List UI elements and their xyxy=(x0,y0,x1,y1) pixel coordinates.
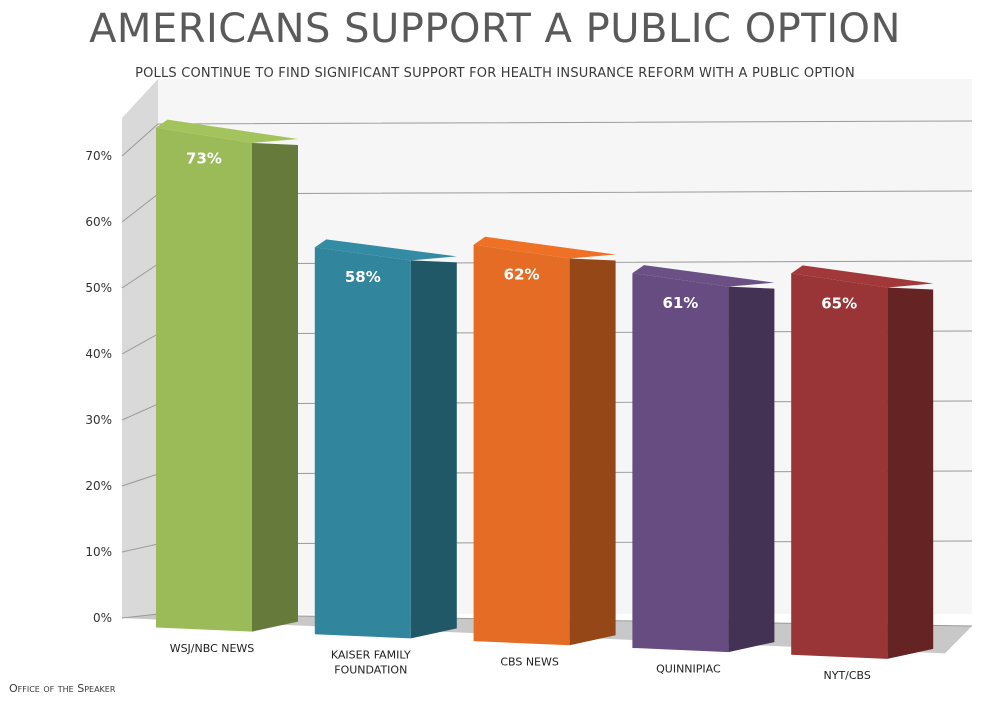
category-labels: WSJ/NBC NEWS KAISER FAMILY FOUNDATION CBS N… xyxy=(170,642,871,682)
bar xyxy=(314,247,411,639)
category-label-line: KAISER FAMILY xyxy=(331,649,411,662)
category-label-line: WSJ/NBC NEWS xyxy=(170,642,255,655)
bar-top xyxy=(632,265,775,287)
bars xyxy=(156,119,934,659)
bar xyxy=(791,273,888,659)
data-label: 61% xyxy=(662,294,698,312)
category-label-line: QUINNIPIAC xyxy=(656,662,721,675)
chart-subtitle: POLLS CONTINUE TO FIND SIGNIFICANT SUPPO… xyxy=(135,66,855,81)
category-label-line: FOUNDATION xyxy=(334,664,407,677)
category-label-line: CBS NEWS xyxy=(500,656,559,669)
data-label: 73% xyxy=(186,149,222,167)
y-tick-label: 40% xyxy=(85,347,112,361)
category-label: WSJ/NBC NEWS xyxy=(170,642,255,655)
category-label: NYT/CBS xyxy=(824,669,871,682)
side-wall xyxy=(122,79,158,618)
bar-side xyxy=(252,142,298,632)
data-label: 62% xyxy=(504,266,540,284)
chart-title: AMERICANS SUPPORT A PUBLIC OPTION xyxy=(89,6,901,52)
data-labels: 73% 58% 62% 61% 65% xyxy=(186,149,857,312)
bar xyxy=(473,244,570,646)
y-tick-label: 30% xyxy=(85,413,112,427)
y-tick-label: 0% xyxy=(93,611,112,625)
bar xyxy=(632,273,729,653)
category-label: KAISER FAMILY FOUNDATION xyxy=(331,649,411,677)
data-label: 65% xyxy=(821,294,857,312)
bar-side xyxy=(887,287,934,659)
bar-top xyxy=(314,239,457,261)
bar-top xyxy=(156,119,298,143)
bar xyxy=(156,127,252,632)
bar-top xyxy=(791,265,934,288)
y-tick-label: 50% xyxy=(85,281,112,295)
y-tick-label: 10% xyxy=(85,545,112,559)
bar-side xyxy=(728,286,775,653)
category-label: CBS NEWS xyxy=(500,656,559,669)
category-label: QUINNIPIAC xyxy=(656,662,721,675)
bar-side xyxy=(569,258,616,646)
bar-side xyxy=(410,260,457,639)
footer-source: Office of the Speaker xyxy=(9,682,116,695)
gridline xyxy=(121,120,973,157)
y-axis-ticks: 0% 10% 20% 30% 40% 50% 60% 70% xyxy=(85,149,112,625)
bar-top xyxy=(473,236,616,259)
data-label: 58% xyxy=(345,268,381,286)
y-tick-label: 60% xyxy=(85,215,112,229)
y-tick-label: 20% xyxy=(85,479,112,493)
category-label-line: NYT/CBS xyxy=(824,669,871,682)
y-tick-label: 70% xyxy=(85,149,112,163)
